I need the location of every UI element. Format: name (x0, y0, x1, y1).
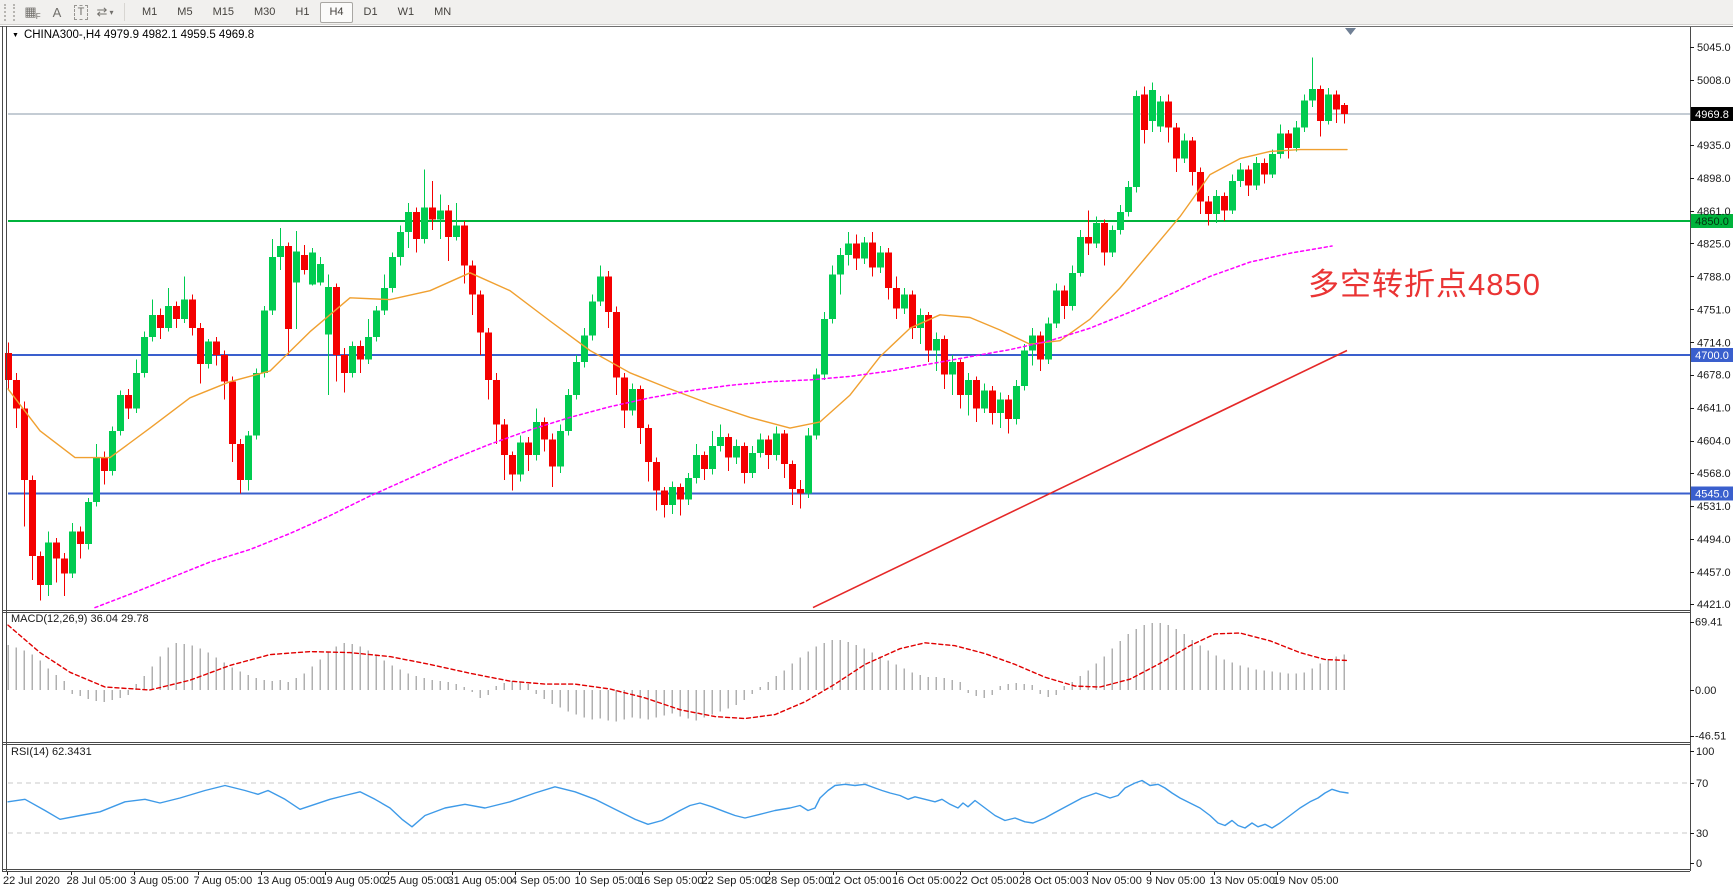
shapes-arrows-tool-icon[interactable]: ⇄ ▾ (96, 4, 114, 19)
svg-text:4678.0: 4678.0 (1697, 370, 1731, 382)
svg-text:100: 100 (1696, 746, 1714, 758)
rsi-indicator-label: RSI(14) 62.3431 (11, 746, 92, 758)
svg-text:4421.0: 4421.0 (1697, 599, 1731, 611)
svg-text:4 Sep 05:00: 4 Sep 05:00 (511, 875, 570, 887)
svg-text:13 Aug 05:00: 13 Aug 05:00 (257, 875, 322, 887)
svg-text:31 Aug 05:00: 31 Aug 05:00 (448, 875, 513, 887)
svg-text:3 Nov 05:00: 3 Nov 05:00 (1083, 875, 1142, 887)
svg-text:16 Oct 05:00: 16 Oct 05:00 (892, 875, 955, 887)
toolbar-grip[interactable] (4, 3, 15, 21)
chart-title: ▼ CHINA300-,H4 4979.9 4982.1 4959.5 4969… (12, 29, 254, 41)
toolbar: ▦ F A T ⇄ ▾ M1 M5 M15 M30 H1 H4 D1 W1 MN (0, 0, 1733, 25)
svg-text:4531.0: 4531.0 (1697, 501, 1731, 513)
svg-text:4751.0: 4751.0 (1697, 304, 1731, 316)
svg-text:4850.0: 4850.0 (1695, 216, 1729, 228)
svg-text:22 Jul 2020: 22 Jul 2020 (3, 875, 60, 887)
svg-text:4714.0: 4714.0 (1697, 337, 1731, 349)
toolbar-separator (124, 3, 125, 21)
svg-text:19 Nov 05:00: 19 Nov 05:00 (1273, 875, 1338, 887)
svg-text:30: 30 (1696, 828, 1708, 840)
svg-text:4861.0: 4861.0 (1697, 206, 1731, 218)
svg-text:70: 70 (1696, 778, 1708, 790)
svg-text:4825.0: 4825.0 (1697, 238, 1731, 250)
svg-text:4969.8: 4969.8 (1695, 109, 1729, 121)
svg-text:4494.0: 4494.0 (1697, 534, 1731, 546)
svg-text:28 Jul 05:00: 28 Jul 05:00 (67, 875, 127, 887)
svg-text:0.00: 0.00 (1695, 685, 1716, 697)
svg-text:4898.0: 4898.0 (1697, 173, 1731, 185)
text-label-tool-icon[interactable]: T (69, 2, 93, 23)
chart-annotation-text: 多空转折点4850 (1308, 267, 1541, 302)
svg-text:28 Sep 05:00: 28 Sep 05:00 (765, 875, 830, 887)
svg-text:4568.0: 4568.0 (1697, 468, 1731, 480)
svg-text:4935.0: 4935.0 (1697, 140, 1731, 152)
svg-text:22 Oct 05:00: 22 Oct 05:00 (956, 875, 1019, 887)
svg-text:4641.0: 4641.0 (1697, 403, 1731, 415)
svg-text:10 Sep 05:00: 10 Sep 05:00 (575, 875, 640, 887)
svg-text:9 Nov 05:00: 9 Nov 05:00 (1146, 875, 1205, 887)
timeframe-d1-button[interactable]: D1 (363, 5, 378, 18)
timeframe-h1-button[interactable]: H1 (295, 5, 310, 18)
svg-text:12 Oct 05:00: 12 Oct 05:00 (829, 875, 892, 887)
svg-text:16 Sep 05:00: 16 Sep 05:00 (638, 875, 703, 887)
chart-title-text: CHINA300-,H4 4979.9 4982.1 4959.5 4969.8 (23, 29, 255, 41)
svg-text:4545.0: 4545.0 (1695, 488, 1729, 500)
svg-text:7 Aug 05:00: 7 Aug 05:00 (194, 875, 253, 887)
svg-text:3 Aug 05:00: 3 Aug 05:00 (130, 875, 189, 887)
timeframe-h4-button[interactable]: H4 (320, 1, 353, 23)
svg-text:4788.0: 4788.0 (1697, 271, 1731, 283)
timeframe-mn-button[interactable]: MN (434, 5, 452, 18)
grid-f-tool-icon[interactable]: ▦ F (24, 4, 41, 21)
price-scale[interactable] (1690, 26, 1733, 871)
toolbar-tools: ▦ F A T ⇄ ▾ (21, 2, 117, 23)
macd-indicator-label: MACD(12,26,9) 36.04 29.78 (11, 613, 149, 625)
svg-text:25 Aug 05:00: 25 Aug 05:00 (384, 875, 449, 887)
chart-title-collapse-icon[interactable]: ▼ (12, 31, 19, 39)
text-a-tool-icon[interactable]: A (52, 4, 62, 20)
timeframe-w1-button[interactable]: W1 (397, 5, 415, 18)
svg-text:28 Oct 05:00: 28 Oct 05:00 (1019, 875, 1082, 887)
svg-text:4700.0: 4700.0 (1695, 350, 1729, 362)
svg-text:5008.0: 5008.0 (1697, 75, 1731, 87)
svg-text:22 Sep 05:00: 22 Sep 05:00 (702, 875, 767, 887)
timeframe-m1-button[interactable]: M1 (142, 5, 158, 18)
timeframe-m30-button[interactable]: M30 (253, 5, 276, 18)
timeframe-m15-button[interactable]: M15 (212, 5, 234, 18)
svg-text:4457.0: 4457.0 (1697, 567, 1731, 579)
svg-text:19 Aug 05:00: 19 Aug 05:00 (321, 875, 386, 887)
time-scale[interactable] (0, 871, 1690, 890)
timeframe-m5-button[interactable]: M5 (177, 5, 193, 18)
svg-text:0: 0 (1696, 858, 1702, 870)
timeframe-buttons: M1 M5 M15 M30 H1 H4 D1 W1 MN (132, 1, 461, 23)
svg-text:5045.0: 5045.0 (1697, 42, 1731, 54)
svg-text:13 Nov 05:00: 13 Nov 05:00 (1210, 875, 1275, 887)
svg-text:-46.51: -46.51 (1695, 731, 1726, 743)
svg-text:4604.0: 4604.0 (1697, 436, 1731, 448)
svg-text:69.41: 69.41 (1695, 617, 1723, 629)
